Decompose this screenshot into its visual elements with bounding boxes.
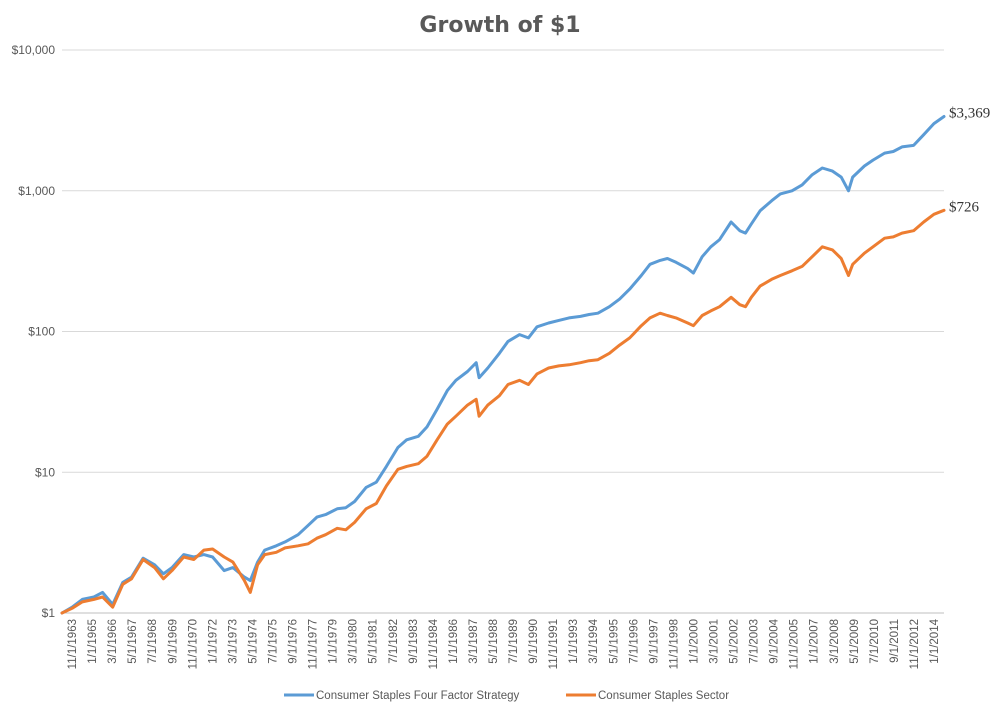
x-tick-label: 5/1/1967: [127, 619, 139, 664]
series-line-1: [60, 115, 946, 615]
x-tick-label: 7/1/2003: [749, 619, 761, 664]
x-tick-label: 1/1/1979: [328, 619, 340, 664]
x-tick-label: 3/1/1987: [468, 619, 480, 664]
x-tick-label: 5/1/2009: [849, 619, 861, 664]
x-tick-label: 11/1/2012: [909, 619, 921, 669]
x-tick-label: 1/1/2014: [929, 618, 941, 663]
x-tick-label: 7/1/1975: [267, 619, 279, 664]
x-tick-label: 9/1/1969: [167, 619, 179, 664]
y-tick-label: $10,000: [12, 43, 56, 57]
series-end-label-1: $3,369: [949, 106, 990, 122]
legend-entry: Consumer Staples Four Factor Strategy: [316, 690, 519, 702]
x-tick-label: 7/1/1982: [388, 619, 400, 664]
x-tick-label: 7/1/1996: [628, 619, 640, 664]
x-tick-label: 11/1/2005: [789, 619, 801, 669]
x-tick-label: 3/1/1966: [107, 619, 119, 664]
x-tick-label: 5/1/2002: [729, 619, 741, 664]
series-line-2: [60, 208, 946, 615]
x-tick-label: 3/1/2008: [829, 619, 841, 664]
x-tick-label: 5/1/1988: [488, 619, 500, 664]
x-tick-label: 7/1/1968: [147, 619, 159, 664]
x-tick-label: 9/1/1976: [288, 619, 300, 664]
x-tick-label: 9/1/1997: [648, 619, 660, 664]
x-tick-label: 11/1/1963: [67, 619, 79, 669]
x-tick-label: 7/1/2010: [869, 619, 881, 664]
x-tick-label: 3/1/1980: [348, 619, 360, 664]
series-end-label-2: $726: [949, 199, 980, 215]
x-tick-label: 5/1/1974: [247, 618, 259, 663]
y-axis-ticks: $1 $10 $100 $1,000 $10,000: [12, 43, 56, 620]
x-tick-label: 9/1/2011: [889, 619, 901, 663]
x-tick-label: 11/1/1991: [548, 619, 560, 669]
x-tick-label: 3/1/1973: [227, 619, 239, 664]
x-tick-label: 1/1/2007: [809, 619, 821, 664]
x-tick-label: 1/1/1993: [568, 619, 580, 664]
end-labels: $3,369 $726: [949, 106, 990, 216]
x-tick-label: 9/1/2004: [769, 618, 781, 663]
x-tick-label: 5/1/1981: [368, 619, 380, 664]
y-tick-label: $1,000: [18, 184, 55, 198]
x-tick-label: 1/1/1986: [448, 619, 460, 664]
x-tick-label: 1/1/2000: [688, 619, 700, 664]
x-tick-label: 9/1/1990: [528, 619, 540, 664]
y-tick-label: $100: [28, 325, 55, 339]
x-tick-label: 11/1/1984: [428, 618, 440, 669]
x-tick-label: 1/1/1972: [207, 619, 219, 664]
x-tick-label: 3/1/1994: [588, 618, 600, 663]
x-tick-label: 11/1/1970: [187, 619, 199, 669]
y-tick-label: $1: [42, 606, 56, 620]
x-tick-label: 5/1/1995: [608, 619, 620, 664]
x-tick-label: 11/1/1977: [308, 619, 320, 669]
x-tick-label: 1/1/1965: [87, 619, 99, 664]
series-lines: [60, 115, 946, 615]
x-tick-label: 3/1/2001: [708, 619, 720, 664]
x-tick-label: 11/1/1998: [668, 619, 680, 669]
legend: Consumer Staples Four Factor Strategy Con…: [284, 690, 729, 702]
x-tick-label: 7/1/1989: [508, 619, 520, 664]
legend-entry: Consumer Staples Sector: [598, 690, 729, 702]
gridlines: [62, 49, 944, 614]
chart-title: Growth of $1: [419, 13, 580, 38]
x-axis-ticks: 11/1/1963 1/1/1965 3/1/1966 5/1/1967 7/1/196…: [67, 618, 941, 669]
y-tick-label: $10: [35, 465, 55, 479]
x-tick-label: 9/1/1983: [408, 619, 420, 664]
